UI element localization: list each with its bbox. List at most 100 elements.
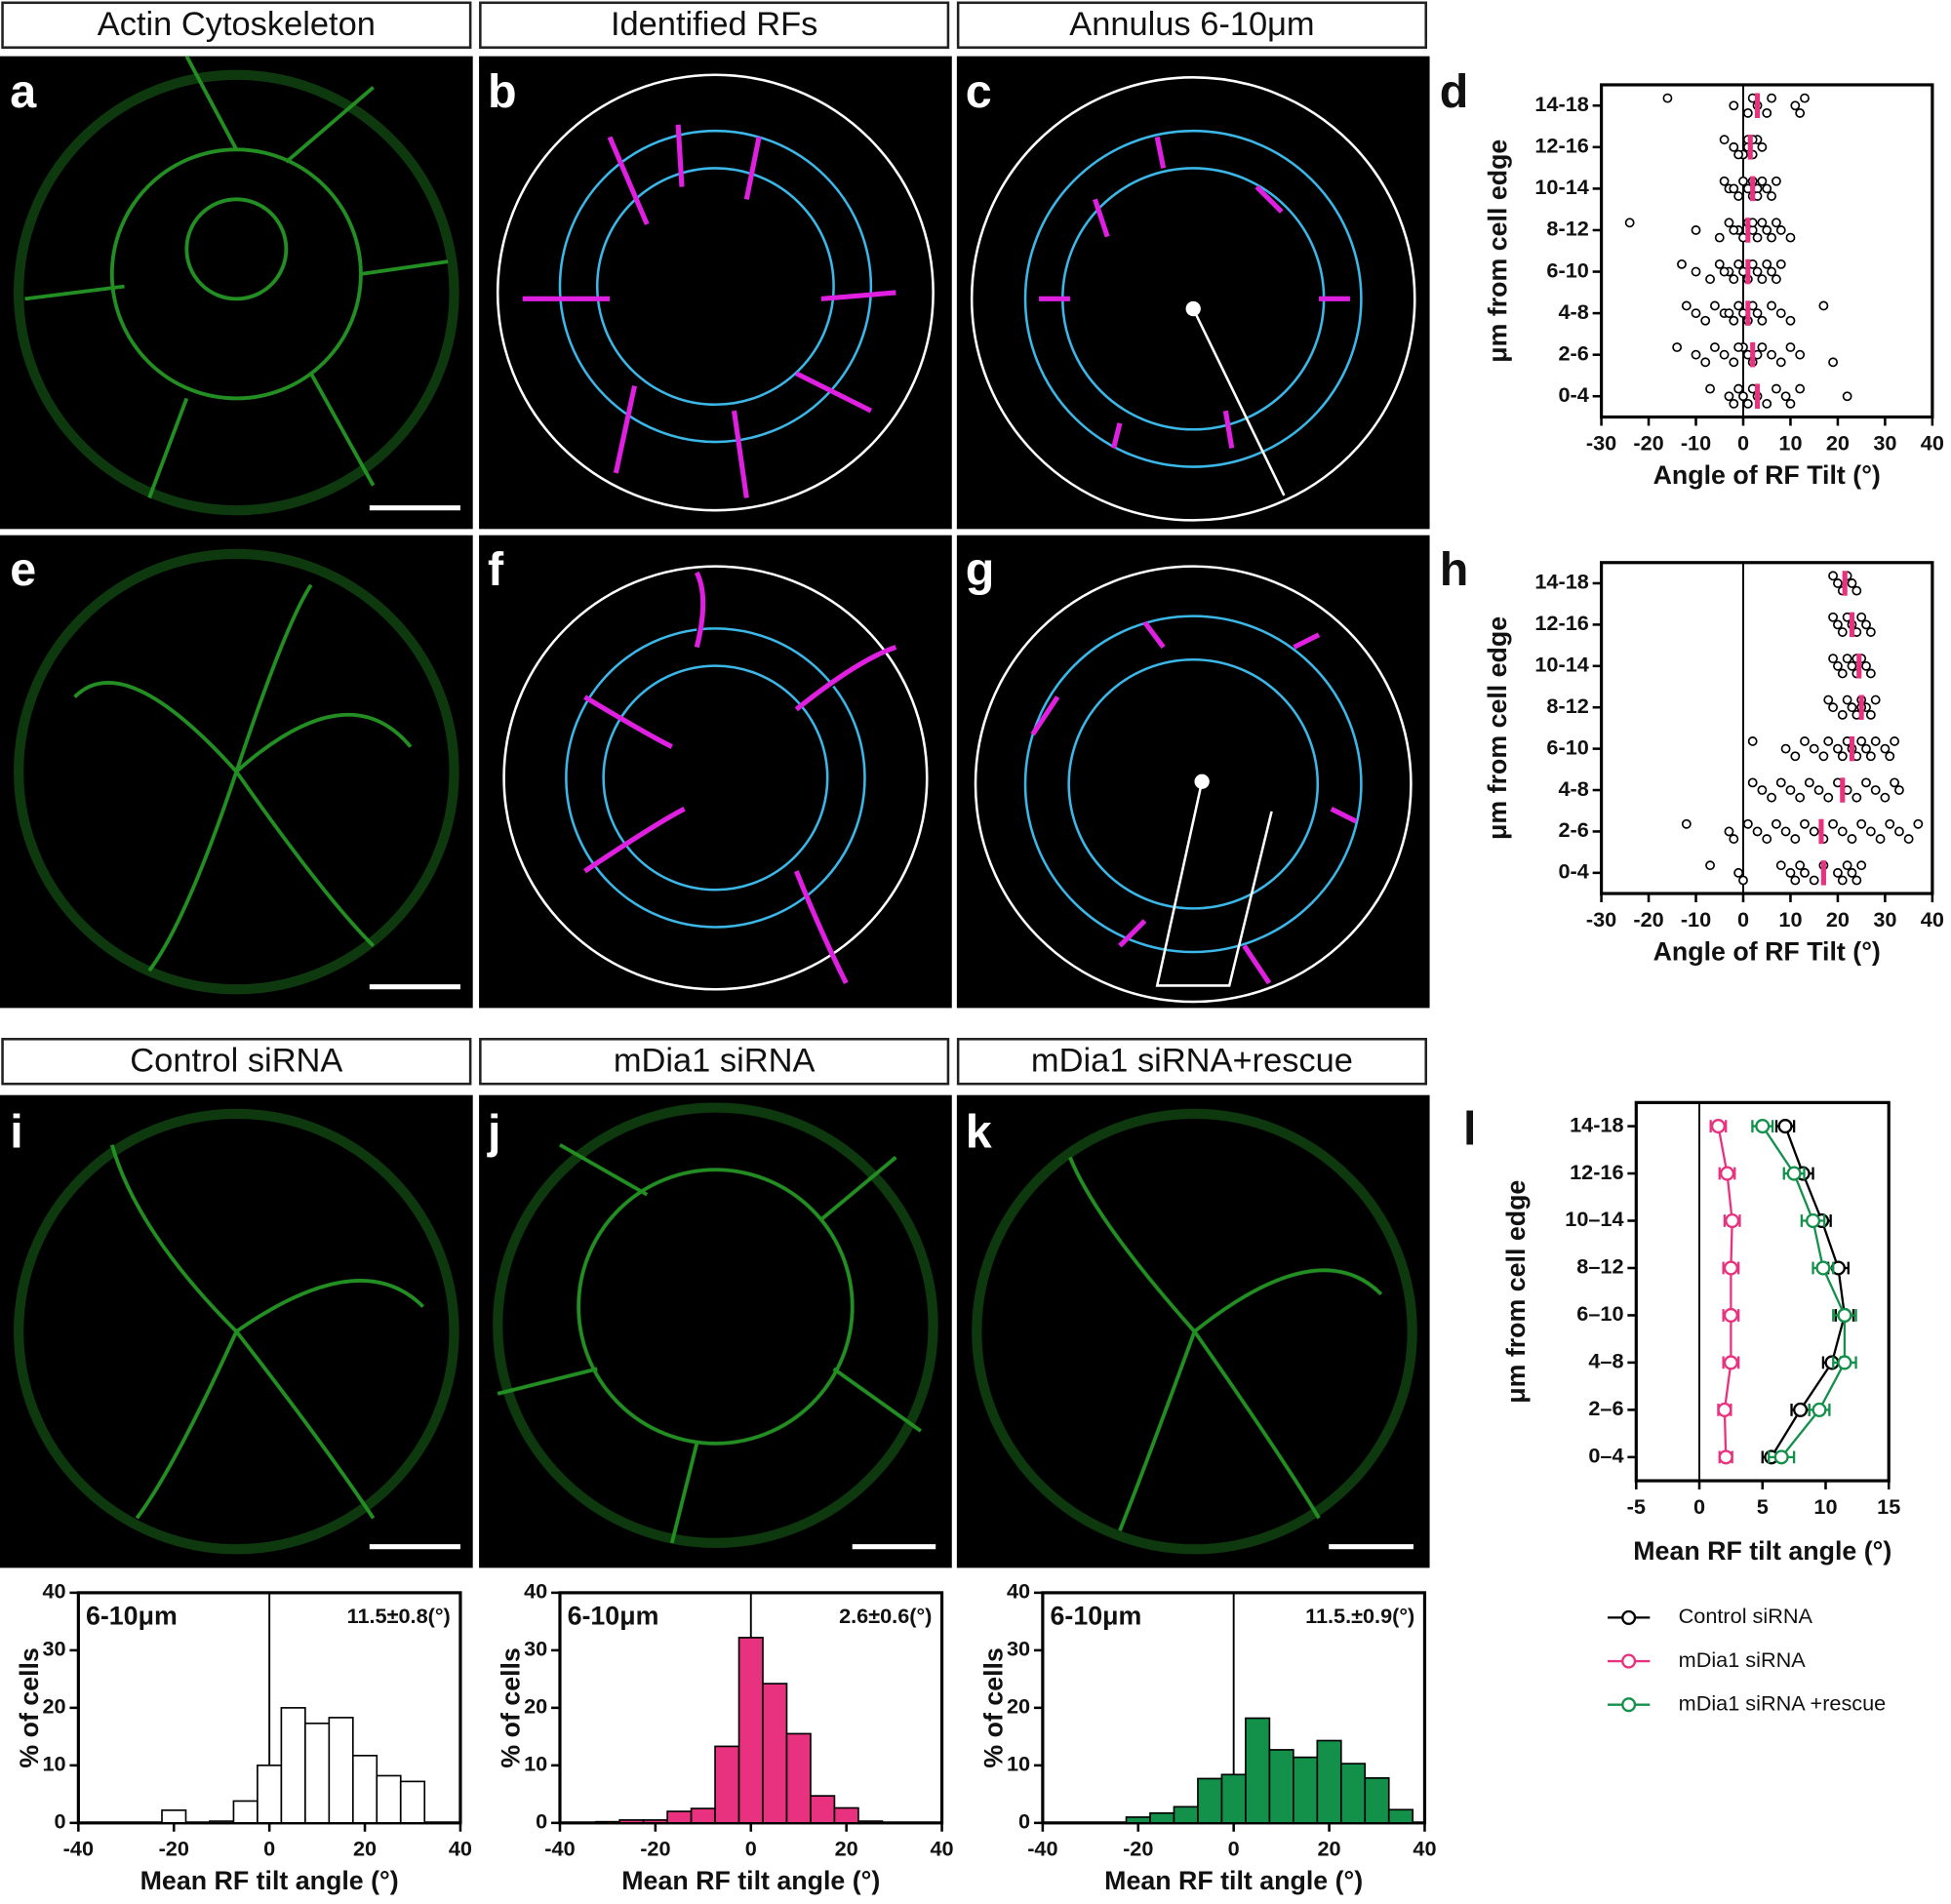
bar xyxy=(1220,1773,1247,1824)
data-point xyxy=(1624,218,1635,228)
data-point xyxy=(1795,349,1806,360)
data-point xyxy=(1757,141,1768,152)
x-tick-label: -30 xyxy=(1586,907,1616,932)
panel-letter: c xyxy=(966,65,992,118)
data-point xyxy=(1856,818,1867,829)
y-tick-label: 0-4 xyxy=(1558,382,1588,407)
data-point xyxy=(1847,834,1857,844)
data-point xyxy=(1786,1166,1802,1181)
data-point xyxy=(1757,176,1768,186)
panel-letter: a xyxy=(10,65,37,118)
mean-marker xyxy=(1745,218,1751,243)
header: Annulus 6-10μm xyxy=(1069,6,1314,43)
data-point xyxy=(1724,218,1734,228)
data-point xyxy=(1842,654,1852,664)
data-point xyxy=(1705,274,1715,285)
bar xyxy=(762,1683,788,1824)
data-point xyxy=(1809,743,1819,754)
plot-frame xyxy=(1599,561,1934,895)
y-tick-label: 14-18 xyxy=(1570,1112,1623,1136)
y-tick-label: 12-16 xyxy=(1534,611,1588,635)
panel-letter: g xyxy=(966,543,995,596)
data-point xyxy=(1733,300,1744,311)
data-point xyxy=(1775,225,1786,235)
data-point xyxy=(1724,308,1734,319)
data-point xyxy=(1775,777,1786,788)
mean-marker xyxy=(1840,777,1846,803)
bar xyxy=(161,1809,187,1824)
data-point xyxy=(1812,1402,1827,1417)
data-point xyxy=(1775,258,1786,269)
data-point xyxy=(1785,315,1796,326)
data-point xyxy=(1894,826,1904,837)
data-point xyxy=(1847,702,1857,713)
x-tick-label: 0 xyxy=(1737,907,1749,932)
annotation: 11.5.±0.9(°) xyxy=(1305,1604,1414,1628)
data-point xyxy=(1672,342,1683,352)
data-point xyxy=(1842,391,1852,402)
y-tick-label: 40 xyxy=(42,1579,65,1604)
data-point xyxy=(1772,218,1781,228)
y-tick-label: 30 xyxy=(524,1637,547,1661)
y-tick-label: 4-8 xyxy=(1558,299,1588,324)
x-tick-label: -30 xyxy=(1586,430,1616,455)
data-point xyxy=(1795,107,1806,118)
data-point xyxy=(1865,709,1876,720)
data-point xyxy=(1809,826,1819,837)
bar xyxy=(737,1637,764,1824)
data-point xyxy=(1833,660,1843,671)
data-point xyxy=(1890,736,1900,746)
data-point xyxy=(1833,743,1843,754)
data-point xyxy=(1742,398,1753,409)
y-tick-label: 8–12 xyxy=(1576,1254,1623,1279)
data-point xyxy=(1719,349,1730,360)
data-point xyxy=(1865,627,1876,637)
data-point xyxy=(1793,1402,1809,1417)
legend-label: mDia1 siRNA +rescue xyxy=(1679,1690,1887,1715)
data-point xyxy=(1742,818,1753,829)
bar xyxy=(1316,1739,1342,1824)
panel-title: 6-10μm xyxy=(86,1601,178,1630)
y-tick-label: 10–14 xyxy=(1565,1207,1623,1231)
data-point xyxy=(1733,258,1744,269)
y-tick-label: 20 xyxy=(1007,1694,1030,1719)
data-point xyxy=(1851,792,1862,803)
data-point xyxy=(1813,785,1824,795)
bar xyxy=(232,1800,259,1824)
data-point xyxy=(1747,777,1758,788)
data-point xyxy=(1780,743,1791,754)
data-point xyxy=(1775,860,1786,871)
y-tick-label: 40 xyxy=(1007,1579,1030,1604)
header: Identified RFs xyxy=(611,6,817,43)
data-point xyxy=(1885,751,1895,762)
panel-letter: f xyxy=(488,543,504,596)
data-point xyxy=(1865,751,1876,762)
data-point xyxy=(1723,1355,1738,1370)
x-tick-label: -5 xyxy=(1627,1494,1646,1519)
data-point xyxy=(1733,867,1744,878)
x-tick-label: 20 xyxy=(1318,1837,1341,1861)
data-point xyxy=(1823,736,1834,746)
data-point xyxy=(1785,342,1796,352)
data-point xyxy=(1691,266,1701,277)
x-tick-label: 40 xyxy=(1921,907,1944,932)
data-point xyxy=(1870,785,1881,795)
mean-marker xyxy=(1745,258,1751,285)
bar xyxy=(594,1820,620,1824)
legend-label: Control siRNA xyxy=(1679,1604,1813,1628)
bar xyxy=(1293,1756,1319,1824)
legend-swatch xyxy=(1621,1697,1637,1713)
data-point xyxy=(1795,383,1806,394)
data-point xyxy=(1691,349,1701,360)
bar xyxy=(399,1780,426,1824)
data-point xyxy=(1752,232,1763,243)
y-tick-label: 12-16 xyxy=(1570,1160,1623,1184)
data-point xyxy=(1729,834,1739,844)
data-point xyxy=(1729,357,1739,368)
data-point xyxy=(1767,266,1776,277)
data-point xyxy=(1790,100,1801,111)
data-point xyxy=(1815,1260,1831,1276)
data-point xyxy=(1719,135,1730,145)
x-tick-label: -20 xyxy=(1123,1837,1153,1861)
data-point xyxy=(1870,736,1881,746)
